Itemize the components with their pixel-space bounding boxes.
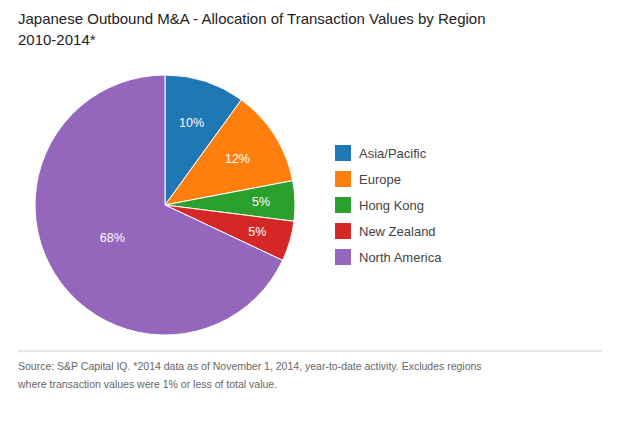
data-label: 5% [248,225,266,239]
legend: Asia/Pacific Europe Hong Kong New Zealand No… [335,145,442,265]
legend-swatch [335,249,351,265]
subtitle: 2010-2014* [18,31,96,48]
legend-swatch [335,171,351,187]
footnote: Source: S&P Capital IQ. *2014 data as of… [18,360,482,372]
legend-item: Asia/Pacific [335,145,427,161]
data-label: 10% [179,116,204,130]
pie-slice [35,75,283,335]
legend-item: North America [335,249,442,265]
legend-label: Asia/Pacific [359,146,427,161]
legend-item: New Zealand [335,223,436,239]
legend-item: Hong Kong [335,197,424,213]
legend-label: New Zealand [359,224,436,239]
legend-label: North America [359,250,442,265]
data-label: 68% [100,231,125,245]
pie [35,75,295,335]
data-labels: 10% 12% 5% 5% 68% [100,116,270,245]
data-label: 12% [225,152,250,166]
divider [18,351,602,352]
legend-label: Hong Kong [359,198,424,213]
title: Japanese Outbound M&A - Allocation of Tr… [18,10,486,27]
footnote: where transaction values were 1% or less… [17,378,277,390]
data-label: 5% [252,195,270,209]
chart: Japanese Outbound M&A - Allocation of Tr… [0,0,620,425]
legend-label: Europe [359,172,401,187]
legend-swatch [335,197,351,213]
legend-swatch [335,145,351,161]
legend-swatch [335,223,351,239]
legend-item: Europe [335,171,401,187]
